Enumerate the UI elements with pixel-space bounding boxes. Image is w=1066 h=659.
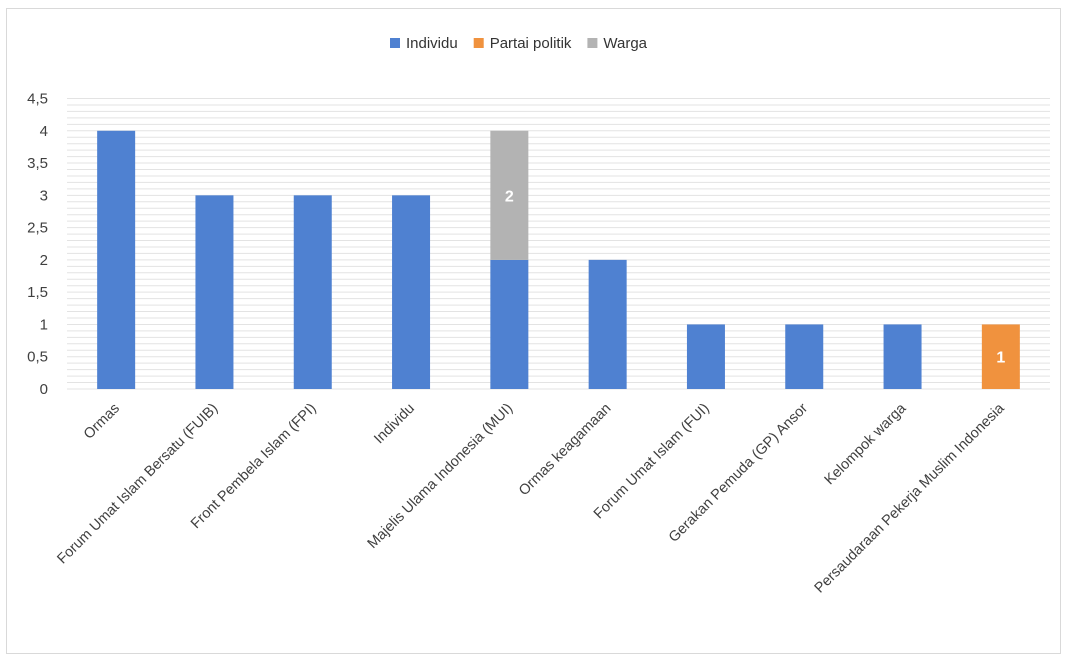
legend-swatch: [390, 38, 400, 48]
bar-warga: [490, 130, 529, 260]
y-axis-ticks: 0 0,5 1 1,5 2 2,5 3 3,5 4 4,5: [27, 91, 48, 399]
category-label: Individu: [371, 401, 418, 448]
y-tick-label: 4: [40, 123, 48, 140]
bar-individu: [785, 324, 824, 389]
y-tick-label: 2,5: [27, 220, 48, 237]
category-label: Forum Umat Islam (FUI): [591, 401, 713, 523]
y-tick-label: 4,5: [27, 91, 48, 108]
legend-item: Warga: [587, 35, 648, 52]
bars: [97, 130, 1020, 389]
legend-label: Warga: [603, 35, 647, 52]
bar-individu: [97, 130, 136, 389]
y-tick-label: 3: [40, 187, 48, 204]
legend-swatch: [587, 38, 598, 48]
bar-individu: [195, 195, 234, 389]
data-label: 1: [996, 350, 1005, 367]
category-label: Ormas: [81, 401, 123, 443]
data-labels: 21: [505, 188, 1005, 366]
legend: Individu Partai politik Warga: [390, 35, 648, 52]
bar-individu: [588, 259, 627, 389]
bar-partai-politik: [981, 324, 1020, 389]
legend-item: Individu: [390, 35, 458, 52]
legend-item: Partai politik: [473, 35, 572, 52]
bar-individu: [490, 259, 529, 389]
data-label: 2: [505, 188, 514, 205]
legend-swatch: [473, 38, 484, 48]
y-tick-label: 1,5: [27, 284, 48, 301]
category-label: Forum Umat Islam Bersatu (FUIB): [54, 401, 221, 568]
category-label: Persaudaraan Pekerja Muslim Indonesia: [812, 400, 1009, 597]
bar-individu: [883, 324, 922, 389]
chart-frame: 0 0,5 1 1,5 2 2,5 3 3,5 4 4,5 2 1 Ormas Forum Umat Is…: [6, 8, 1061, 654]
bar-individu: [686, 324, 725, 389]
bar-individu: [392, 195, 431, 389]
bar-individu: [293, 195, 332, 389]
legend-label: Individu: [406, 35, 458, 52]
legend-label: Partai politik: [490, 35, 572, 52]
y-tick-label: 0: [40, 381, 48, 398]
y-tick-label: 2: [40, 252, 48, 269]
category-label: Ormas keagamaan: [516, 401, 615, 500]
y-tick-label: 1: [40, 316, 48, 333]
category-label: Kelompok warga: [822, 400, 910, 488]
y-tick-label: 0,5: [27, 349, 48, 366]
y-tick-label: 3,5: [27, 155, 48, 172]
